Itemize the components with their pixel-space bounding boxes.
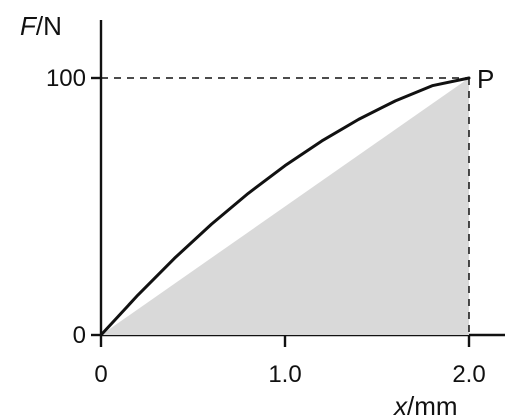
- force-extension-curve: [99, 76, 471, 337]
- x-axis-tick-label-2: 2.0: [452, 361, 485, 388]
- x-axis-tick-label-1: 1.0: [268, 361, 301, 388]
- chart-reference-lines: [101, 77, 470, 335]
- y-axis-tick-label-1: 100: [46, 65, 86, 92]
- x-axis-label-symbol: x: [392, 391, 408, 420]
- y-axis-label-unit: /N: [36, 11, 62, 41]
- chart-labels: 0 100 0 1.0 2.0 F/N x/mm P: [20, 11, 494, 420]
- point-label-p: P: [477, 64, 494, 94]
- shaded-triangle: [101, 78, 469, 335]
- chart-shade: [101, 78, 469, 335]
- chart-curve: [99, 76, 471, 337]
- y-axis-label-symbol: F: [20, 11, 38, 41]
- x-axis-tick-label-0: 0: [94, 361, 107, 388]
- x-axis-label: x/mm: [392, 391, 458, 420]
- x-axis-label-unit: /mm: [407, 391, 458, 420]
- y-axis-tick-label-0: 0: [73, 322, 86, 349]
- y-axis-label: F/N: [20, 11, 62, 41]
